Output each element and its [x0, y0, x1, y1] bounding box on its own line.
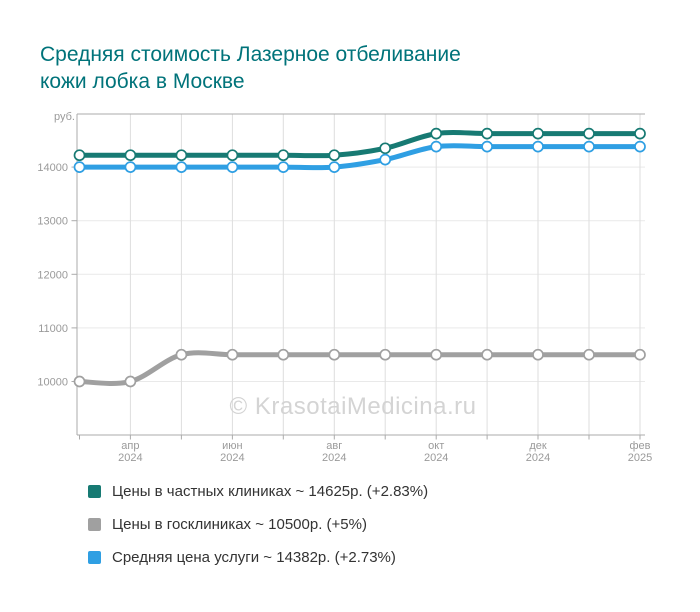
page-title-line1: Средняя стоимость Лазерное отбеливание	[40, 43, 461, 66]
series-2	[73, 140, 646, 173]
svg-text:2025: 2025	[628, 452, 652, 464]
y-axis-labels: 10000 11000 12000 13000 14000 руб.	[37, 111, 75, 389]
legend-item-state-clinics: Цены в госклиниках ~ 10500р. (+5%)	[88, 515, 428, 533]
series-0	[73, 127, 646, 162]
tick-marks	[71, 166, 641, 440]
series-1	[73, 348, 646, 388]
legend-item-average-price: Средняя цена услуги ~ 14382р. (+2.73%)	[88, 548, 428, 566]
svg-text:окт: окт	[428, 440, 444, 452]
svg-text:июн: июн	[222, 440, 242, 452]
svg-text:фев: фев	[629, 440, 650, 452]
svg-text:12000: 12000	[37, 269, 68, 281]
svg-text:дек: дек	[529, 440, 547, 452]
svg-text:14000: 14000	[37, 162, 68, 174]
svg-text:2024: 2024	[322, 452, 346, 464]
legend-swatch-icon	[88, 484, 101, 498]
svg-text:11000: 11000	[38, 323, 68, 335]
price-chart-svg: © KrasotaiMedicina.ru 10000 11000 12000 1300…	[37, 111, 652, 464]
legend-swatch-icon	[88, 517, 101, 531]
svg-text:2024: 2024	[424, 452, 448, 464]
page-title-line2: кожи лобка в Москве	[40, 70, 245, 93]
svg-text:2024: 2024	[220, 452, 244, 464]
legend-item-private-clinics: Цены в частных клиниках ~ 14625р. (+2.83…	[88, 482, 429, 500]
y-axis-unit-label: руб.	[54, 111, 75, 123]
svg-text:10000: 10000	[37, 377, 68, 389]
watermark: © KrasotaiMedicina.ru	[230, 393, 477, 420]
legend-label: Средняя цена услуги ~ 14382р. (+2.73%)	[112, 548, 396, 566]
chart-legend: Цены в частных клиниках ~ 14625р. (+2.83…	[88, 482, 429, 566]
horizontal-gridlines	[77, 166, 645, 382]
svg-text:авг: авг	[326, 440, 342, 452]
legend-label: Цены в госклиниках ~ 10500р. (+5%)	[112, 515, 367, 533]
svg-text:апр: апр	[121, 440, 139, 452]
x-axis-labels: апр2024июн2024авг2024окт2024дек2024фев20…	[118, 440, 652, 464]
svg-text:13000: 13000	[37, 216, 68, 228]
svg-text:2024: 2024	[118, 452, 142, 464]
legend-label: Цены в частных клиниках ~ 14625р. (+2.83…	[112, 482, 429, 500]
legend-swatch-icon	[88, 550, 101, 564]
page-title: Средняя стоимость Лазерное отбеливание к…	[40, 41, 640, 95]
svg-text:2024: 2024	[526, 452, 550, 464]
